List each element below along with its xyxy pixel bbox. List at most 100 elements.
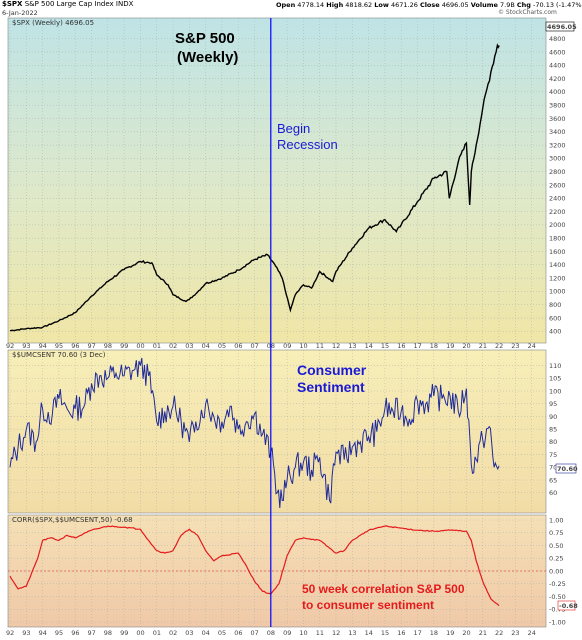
x-tick-label: 94 [39,629,47,637]
x-tick-label: 94 [39,342,47,350]
x-tick-label: 22 [495,342,503,350]
title-line-1: S&P 500 [175,30,235,47]
x-tick-label: 92 [6,629,14,637]
y-tick-label: 4400 [549,62,566,70]
x-tick-label: 17 [414,342,422,350]
y-tick-label: 0.25 [549,555,563,563]
y-tick-label: 1000 [549,288,566,296]
sp500-price-line [9,43,500,332]
y-tick-label: 1200 [549,274,566,282]
y-tick-label: -1.00 [549,618,566,626]
y-tick-label: 2800 [549,168,566,176]
x-tick-label: 21 [479,629,487,637]
y-tick-label: 105 [549,375,561,383]
x-axis-labels: 92 92 93 93 94 94 95 95 96 96 97 97 98 98 99 99 00 00 01 01… [6,342,536,637]
x-tick-label: 04 [202,342,210,350]
y-axis-labels: 400 600 800 1000 1200 1400 1600 1800 2000 2200 240… [549,35,566,626]
x-tick-label: 01 [153,342,161,350]
y-tick-label: 0.50 [549,542,563,550]
y-tick-label: 60 [549,489,557,497]
x-tick-label: 12 [332,629,340,637]
sentiment-last-box [555,463,577,474]
x-tick-label: 19 [446,629,454,637]
x-tick-label: 16 [397,629,405,637]
y-tick-label: 1.00 [549,516,563,524]
price-panel [7,17,547,344]
y-tick-label: 2200 [549,208,566,216]
x-tick-label: 98 [104,629,112,637]
y-tick-label: 3400 [549,128,566,136]
sentiment-label-1: Consumer [297,362,367,378]
y-tick-label: 400 [549,328,561,336]
x-tick-label: 12 [332,342,340,350]
x-tick-label: 11 [316,342,324,350]
x-tick-label: 14 [365,629,373,637]
sentiment-last-value: 70.60 [557,465,578,473]
x-tick-label: 15 [381,629,389,637]
y-tick-label: 4800 [549,35,566,43]
x-tick-label: 11 [316,629,324,637]
x-tick-label: 17 [414,629,422,637]
y-tick-label: 2400 [549,195,566,203]
x-tick-label: 98 [104,342,112,350]
index-name: S&P 500 Large Cap Index [24,0,114,8]
y-tick-label: 4600 [549,48,566,56]
y-tick-label: 70 [549,464,557,472]
x-tick-label: 05 [218,629,226,637]
x-tick-label: 08 [267,629,275,637]
y-tick-label: -0.25 [549,580,566,588]
y-tick-label: 2600 [549,181,566,189]
x-tick-label: 00 [136,342,144,350]
x-tick-label: 93 [22,629,30,637]
header-row-1: $SPX S&P 500 Large Cap Index INDX [2,0,133,8]
x-tick-label: 96 [71,629,79,637]
correlation-legend: CORR($SPX,$$UMCSENT,50) -0.68 [12,516,133,524]
price-last-value: 4696.05 [547,23,577,31]
x-tick-label: 03 [185,342,193,350]
x-tick-label: 23 [511,342,519,350]
y-tick-label: 90 [549,413,557,421]
sentiment-label-2: Sentiment [297,379,365,395]
y-tick-label: 2000 [549,221,566,229]
x-tick-label: 13 [348,342,356,350]
x-tick-label: 92 [6,342,14,350]
title-line-2: (Weekly) [177,49,238,66]
header-date: 6-Jan-2022 [2,9,38,17]
y-tick-label: 0.00 [549,567,563,575]
consumer-sentiment-line [9,357,500,509]
y-tick-label: 1400 [549,261,566,269]
price-last-box [545,21,575,32]
y-tick-label: 3000 [549,155,566,163]
y-tick-label: 800 [549,301,561,309]
y-tick-label: 0.75 [549,529,563,537]
correlation-line [9,525,500,607]
x-tick-label: 16 [397,342,405,350]
x-tick-label: 97 [88,629,96,637]
recession-label-1: Begin [277,121,310,136]
x-tick-label: 13 [348,629,356,637]
x-tick-label: 10 [299,629,307,637]
x-tick-label: 23 [511,629,519,637]
x-tick-label: 99 [120,629,128,637]
y-tick-label: 1800 [549,235,566,243]
x-tick-label: 24 [528,342,536,350]
x-tick-label: 02 [169,342,177,350]
x-tick-label: 00 [136,629,144,637]
correlation-label-2: to consumer sentiment [302,598,434,612]
price-legend: $SPX (Weekly) 4696.05 [12,19,94,27]
y-tick-label: 80 [549,438,557,446]
y-tick-label: -0.75 [549,606,566,614]
x-tick-label: 06 [234,629,242,637]
x-tick-label: 01 [153,629,161,637]
credit: © StockCharts.com [498,9,557,16]
x-tick-label: 95 [55,629,63,637]
y-tick-label: 4000 [549,88,566,96]
x-tick-label: 10 [299,342,307,350]
y-tick-label: 75 [549,451,557,459]
x-tick-label: 99 [120,342,128,350]
recession-label-2: Recession [277,137,338,152]
x-tick-label: 18 [430,342,438,350]
y-tick-label: 95 [549,400,557,408]
y-tick-label: 85 [549,425,557,433]
correlation-last-box [557,600,576,611]
